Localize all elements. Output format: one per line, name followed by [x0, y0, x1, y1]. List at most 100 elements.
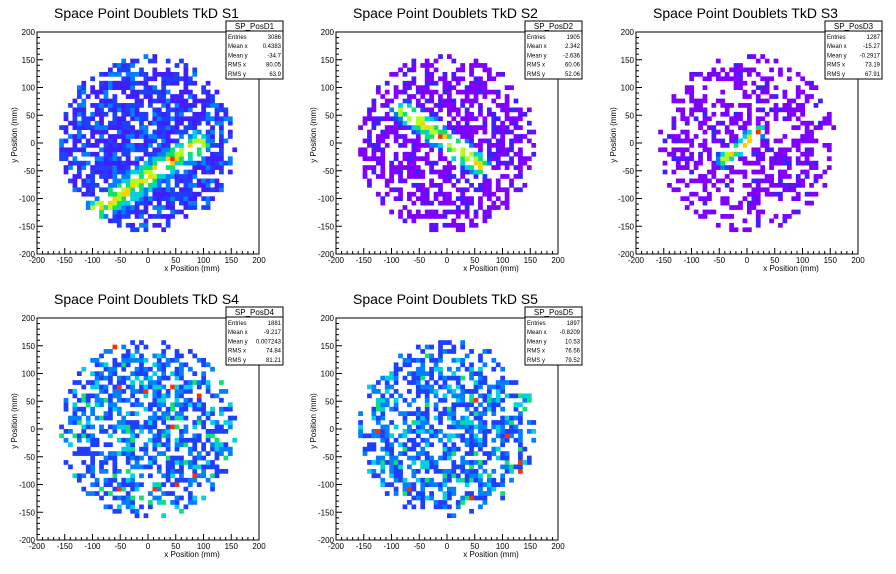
heatmap-bin	[156, 71, 162, 77]
heatmap-bin	[72, 380, 78, 385]
heatmap-bin	[112, 384, 118, 390]
heatmap-bin	[205, 429, 211, 434]
heatmap-bin	[411, 182, 417, 188]
heatmap-bin	[693, 134, 699, 139]
heatmap-bin	[778, 222, 783, 228]
heatmap-bin	[504, 415, 510, 421]
heatmap-bin	[389, 160, 395, 166]
heatmap-bin	[809, 200, 814, 206]
heatmap-bin	[782, 169, 788, 175]
heatmap-bin	[375, 191, 381, 197]
y-tick-label: -200	[19, 536, 36, 545]
heatmap-bin	[148, 460, 153, 465]
heatmap-bin	[764, 178, 770, 184]
heatmap-bin	[469, 98, 474, 104]
heatmap-bin	[764, 76, 770, 82]
heatmap-bin	[134, 111, 140, 117]
heatmap-bin	[81, 134, 87, 139]
heatmap-bin	[139, 116, 144, 122]
heatmap-bin	[442, 214, 448, 219]
heatmap-bin	[786, 174, 792, 179]
heatmap-bin	[438, 54, 443, 59]
x-tick-label: 50	[470, 542, 479, 551]
heatmap-bin	[442, 165, 448, 170]
heatmap-bin	[210, 366, 215, 372]
heatmap-bin	[415, 89, 421, 95]
heatmap-bin	[174, 178, 180, 184]
heatmap-bin	[707, 147, 712, 153]
x-tick-label: 200	[252, 542, 266, 551]
heatmap-bin	[170, 384, 175, 390]
heatmap-bin	[210, 442, 215, 448]
heatmap-bin	[711, 182, 717, 188]
heatmap-bin	[161, 120, 167, 126]
histogram-panel-1: -200 -150 -100 -50 0 50 100 150 200-200-150-100-…	[10, 5, 284, 273]
heatmap-bin	[451, 125, 457, 130]
x-tick-label: -150	[656, 256, 673, 265]
heatmap-bin	[495, 424, 501, 430]
heatmap-bin	[94, 442, 100, 448]
heatmap-bin	[130, 134, 135, 139]
heatmap-bin	[720, 165, 726, 170]
heatmap-bin	[473, 415, 479, 421]
heatmap-bin	[751, 54, 757, 59]
stats-box-title: SP_PosD3	[834, 22, 874, 31]
heatmap-bin	[121, 165, 127, 170]
heatmap-bin	[478, 371, 483, 377]
heatmap-bin	[460, 89, 466, 95]
heatmap-bin	[90, 76, 96, 82]
stats-label: Mean x	[527, 44, 547, 50]
heatmap-bin	[183, 174, 189, 179]
heatmap-bin	[818, 98, 823, 104]
heatmap-bin	[429, 107, 434, 113]
heatmap-bin	[205, 196, 211, 202]
heatmap-bin	[486, 214, 492, 219]
heatmap-bin	[451, 513, 457, 519]
heatmap-bin	[680, 138, 686, 144]
heatmap-bin	[219, 182, 224, 188]
heatmap-bin	[161, 375, 167, 381]
heatmap-bin	[152, 222, 158, 228]
heatmap-bin	[415, 103, 421, 108]
heatmap-bin	[148, 196, 153, 202]
heatmap-bin	[108, 134, 113, 139]
heatmap-bin	[755, 94, 761, 99]
heatmap-bin	[782, 116, 788, 122]
heatmap-bin	[161, 187, 167, 193]
heatmap-bin	[143, 71, 149, 77]
stats-label: Entries	[527, 321, 546, 327]
heatmap-bin	[85, 491, 91, 496]
heatmap-bin	[509, 107, 514, 113]
heatmap-bin	[398, 165, 403, 170]
heatmap-bin	[398, 196, 403, 202]
heatmap-bin	[201, 357, 207, 363]
heatmap-bin	[165, 393, 171, 399]
heatmap-bin	[389, 406, 395, 412]
heatmap-bin	[112, 120, 118, 126]
heatmap-bin	[786, 116, 792, 122]
heatmap-bin	[724, 196, 730, 202]
heatmap-bin	[125, 63, 131, 68]
heatmap-bin	[460, 196, 466, 202]
heatmap-bin	[201, 205, 207, 210]
heatmap-bin	[782, 187, 788, 193]
heatmap-bin	[384, 375, 390, 381]
heatmap-bin	[433, 169, 439, 175]
heatmap-bin	[192, 406, 198, 412]
heatmap-bin	[139, 103, 144, 108]
heatmap-bin	[526, 393, 532, 399]
heatmap-bin	[473, 63, 479, 68]
stats-value: 1881	[268, 321, 282, 327]
heatmap-bin	[227, 406, 233, 412]
heatmap-bin	[76, 187, 82, 193]
heatmap-bin	[371, 406, 377, 412]
heatmap-bin	[504, 116, 510, 122]
heatmap-bin	[469, 491, 474, 496]
heatmap-bin	[751, 80, 757, 86]
heatmap-bin	[738, 138, 743, 144]
heatmap-bin	[59, 147, 64, 153]
heatmap-bin	[429, 160, 434, 166]
heatmap-bin	[500, 451, 506, 456]
heatmap-bin	[165, 151, 171, 157]
heatmap-bin	[729, 187, 734, 193]
